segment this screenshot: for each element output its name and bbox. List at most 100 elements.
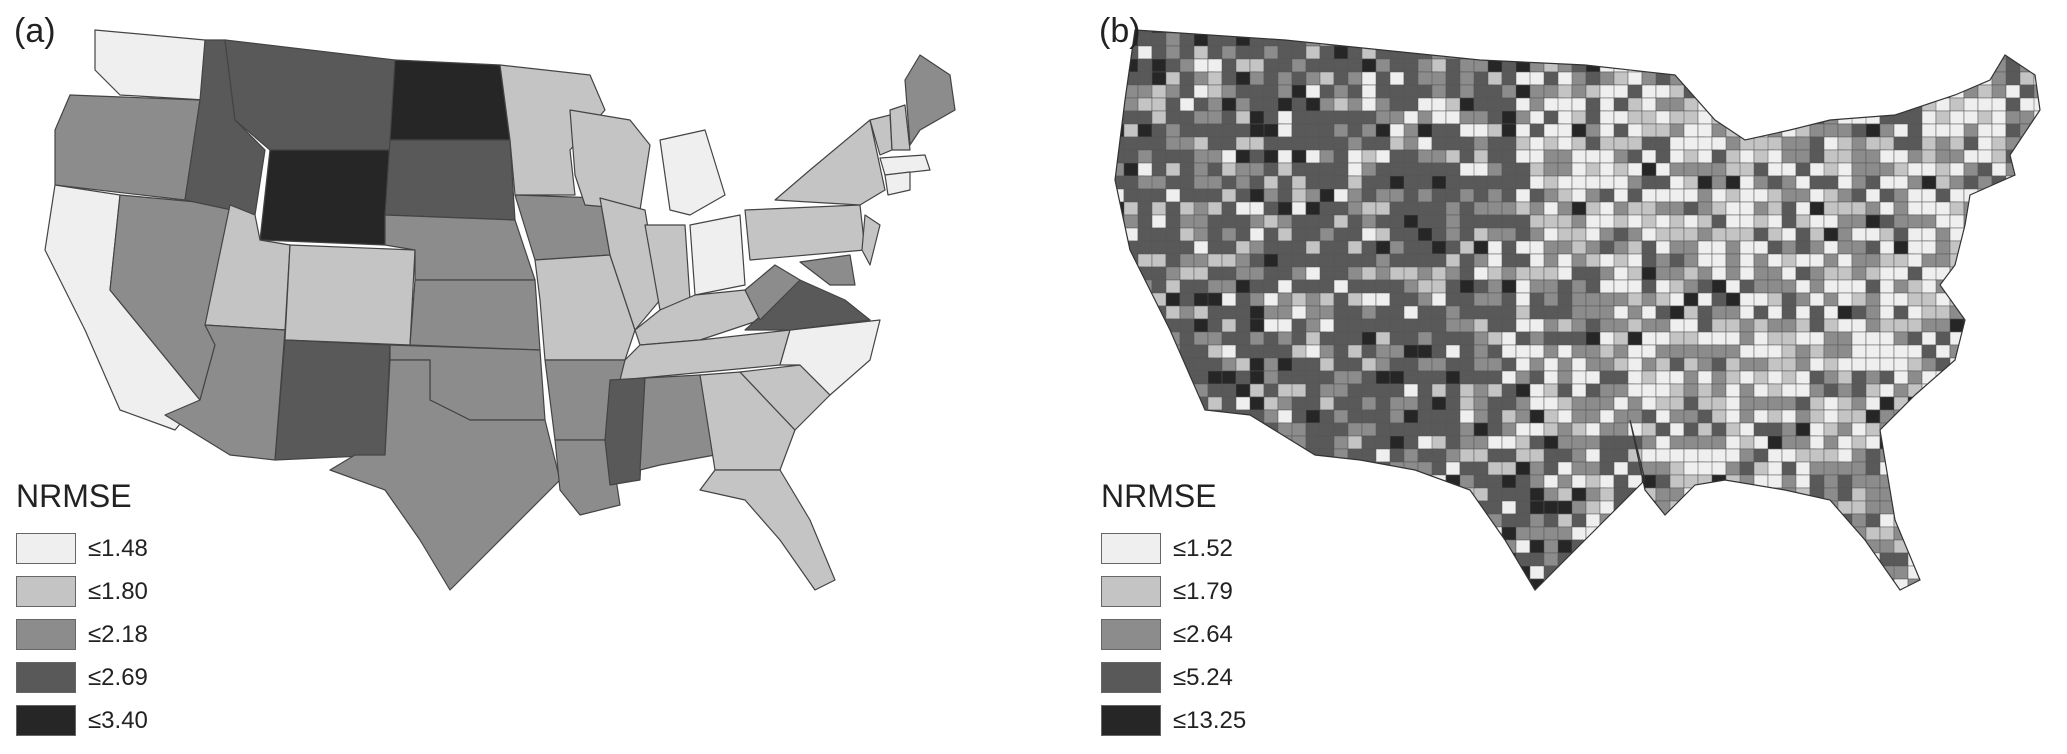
county-cell xyxy=(1795,578,1811,590)
county-cell xyxy=(1725,175,1741,190)
county-cell xyxy=(1193,422,1209,437)
county-cell xyxy=(1683,435,1699,450)
county-cell xyxy=(1501,474,1517,489)
county-cell xyxy=(1851,97,1867,112)
county-cell xyxy=(1445,500,1461,515)
county-cell xyxy=(1459,227,1475,242)
county-cell xyxy=(1795,253,1811,268)
county-cell xyxy=(1781,97,1803,112)
county-cell xyxy=(1543,45,1559,60)
county-cell xyxy=(1473,383,1489,398)
county-cell xyxy=(1305,552,1321,567)
county-cell xyxy=(1725,84,1741,99)
county-cell xyxy=(1347,123,1363,138)
county-cell xyxy=(1235,344,1251,359)
county-cell xyxy=(1235,136,1251,151)
county-cell xyxy=(2048,371,2062,384)
county-cell xyxy=(1907,175,1923,190)
county-cell xyxy=(1389,136,1405,151)
county-cell xyxy=(1221,71,1237,86)
county-cell xyxy=(1613,578,1629,590)
county-cell xyxy=(1726,592,1740,605)
county-cell xyxy=(1221,253,1237,268)
county-cell xyxy=(1781,318,1797,333)
county-cell xyxy=(1515,383,1531,398)
legend-swatch xyxy=(1101,533,1161,564)
county-cell xyxy=(1907,136,1923,151)
county-cell xyxy=(1907,318,1923,333)
county-cell xyxy=(2019,71,2035,86)
county-cell xyxy=(1767,136,1783,151)
county-cell xyxy=(1263,318,1279,333)
county-cell xyxy=(1781,331,1797,346)
county-cell xyxy=(1221,123,1237,138)
county-cell xyxy=(1991,578,2007,590)
county-cell xyxy=(1115,292,1125,307)
county-cell xyxy=(1459,331,1475,346)
county-cell xyxy=(1305,71,1321,86)
county-cell xyxy=(1949,175,1965,190)
county-cell xyxy=(1207,422,1229,437)
county-cell xyxy=(1557,461,1573,476)
county-cell xyxy=(1347,513,1363,528)
county-cell xyxy=(1641,552,1657,567)
county-cell xyxy=(1781,539,1797,554)
county-cell xyxy=(1179,227,1195,242)
county-cell xyxy=(1739,305,1755,320)
county-cell xyxy=(1305,305,1321,320)
county-cell xyxy=(1487,279,1503,294)
county-cell xyxy=(1123,97,1139,112)
county-cell xyxy=(2033,253,2040,268)
county-cell xyxy=(1697,565,1719,580)
county-cell xyxy=(1389,331,1405,346)
county-cell xyxy=(1557,422,1573,437)
county-cell xyxy=(1487,123,1503,138)
county-cell xyxy=(1894,592,1914,605)
county-cell xyxy=(1277,136,1293,151)
county-cell xyxy=(1767,162,1783,177)
legend-label: ≤5.24 xyxy=(1173,663,1233,691)
county-cell xyxy=(1207,370,1223,385)
county-cell xyxy=(1361,318,1377,333)
county-cell xyxy=(1445,448,1461,463)
county-cell xyxy=(1333,266,1349,281)
county-cell xyxy=(1697,240,1713,255)
county-cell xyxy=(1627,370,1643,385)
county-cell xyxy=(1935,30,1957,34)
legend-label: ≤1.52 xyxy=(1173,534,1233,562)
county-cell xyxy=(2019,487,2040,502)
county-cell xyxy=(1921,435,1943,450)
county-cell xyxy=(1627,149,1643,164)
county-cell xyxy=(1641,240,1657,255)
county-cell xyxy=(1417,97,1433,112)
county-cell xyxy=(1361,110,1377,125)
county-cell xyxy=(1823,331,1839,346)
county-cell xyxy=(1921,227,1937,242)
county-cell xyxy=(1823,565,1845,580)
county-cell xyxy=(1823,474,1839,489)
county-cell xyxy=(1963,240,1979,255)
county-cell xyxy=(1459,266,1475,281)
county-cell xyxy=(1529,344,1545,359)
county-cell xyxy=(1711,201,1727,216)
county-cell xyxy=(1557,357,1573,372)
county-cell xyxy=(1991,357,2007,372)
county-cell xyxy=(1893,123,1909,138)
county-cell xyxy=(1753,578,1769,590)
county-cell xyxy=(1515,30,1531,34)
county-cell xyxy=(1319,266,1335,281)
county-cell xyxy=(1403,266,1419,281)
county-cell xyxy=(2033,201,2040,216)
county-cell xyxy=(1361,30,1377,34)
county-cell xyxy=(1487,539,1503,554)
county-cell xyxy=(1445,513,1467,528)
county-cell xyxy=(1683,32,1699,47)
county-cell xyxy=(1571,500,1587,515)
county-cell xyxy=(1655,214,1671,229)
county-cell xyxy=(1306,592,1320,605)
county-cell xyxy=(1907,448,1923,463)
county-cell xyxy=(1893,175,1909,190)
county-cell xyxy=(1431,487,1447,502)
county-cell xyxy=(1571,175,1587,190)
county-cell xyxy=(1669,162,1685,177)
